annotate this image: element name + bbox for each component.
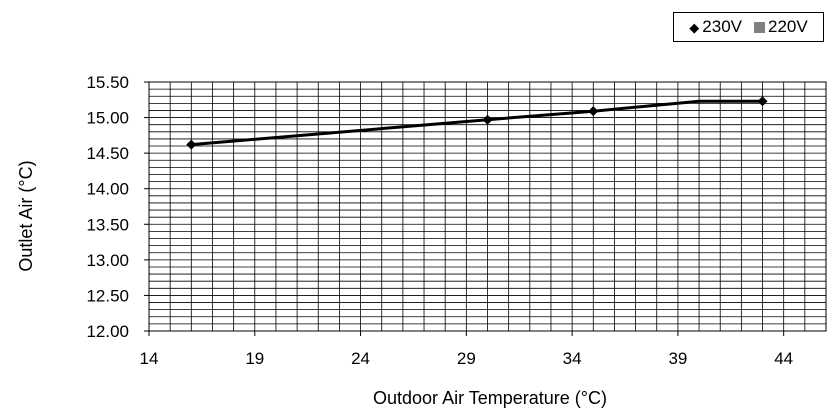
legend-label-230v: 230V bbox=[702, 17, 742, 36]
x-axis-label: Outdoor Air Temperature (°C) bbox=[373, 388, 607, 408]
y-tick-label: 13.00 bbox=[86, 251, 129, 270]
legend-label-220v: 220V bbox=[768, 17, 808, 36]
x-tick-label: 14 bbox=[140, 349, 159, 368]
x-tick-label: 34 bbox=[563, 349, 582, 368]
legend-item-230v: ◆ 230V bbox=[689, 17, 742, 37]
y-tick-label: 15.50 bbox=[86, 73, 129, 92]
x-tick-label: 24 bbox=[351, 349, 370, 368]
y-axis-label: Outlet Air (°C) bbox=[16, 160, 36, 271]
x-tick-label: 29 bbox=[457, 349, 476, 368]
data-point bbox=[757, 96, 768, 107]
y-axis-ticks: 12.00 12.50 13.00 13.50 14.00 14.50 15.00 15.50 bbox=[86, 73, 149, 341]
diamond-icon: ◆ bbox=[689, 19, 700, 35]
plot-area bbox=[148, 81, 827, 332]
y-tick-label: 12.00 bbox=[86, 322, 129, 341]
y-tick-label: 15.00 bbox=[86, 109, 129, 128]
x-tick-label: 19 bbox=[245, 349, 264, 368]
data-point bbox=[482, 114, 493, 125]
chart-grid bbox=[149, 82, 826, 331]
y-tick-label: 12.50 bbox=[86, 286, 129, 305]
square-icon bbox=[754, 21, 765, 33]
legend-item-220v: 220V bbox=[754, 17, 808, 37]
x-axis-ticks: 14 19 24 29 34 39 44 bbox=[140, 331, 793, 368]
y-tick-label: 14.50 bbox=[86, 144, 129, 163]
x-tick-label: 44 bbox=[774, 349, 793, 368]
x-tick-label: 39 bbox=[668, 349, 687, 368]
y-tick-label: 14.00 bbox=[86, 180, 129, 199]
series-layer bbox=[186, 96, 768, 150]
series-line-230v bbox=[191, 99, 763, 147]
legend: ◆ 230V 220V bbox=[673, 12, 824, 42]
data-point bbox=[588, 106, 599, 117]
y-tick-label: 13.50 bbox=[86, 215, 129, 234]
data-point bbox=[186, 139, 197, 150]
